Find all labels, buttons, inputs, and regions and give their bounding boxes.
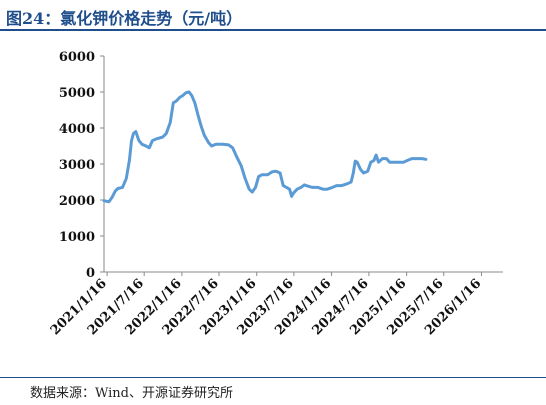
y-axis: 0 1000 2000 3000 4000 5000 6000 bbox=[59, 50, 105, 281]
chart-title: 图24：氯化钾价格走势（元/吨） bbox=[6, 9, 243, 28]
y-tick-label: 3000 bbox=[59, 158, 95, 173]
series-layer bbox=[102, 90, 428, 204]
data-source: 数据来源：Wind、开源证券研究所 bbox=[30, 386, 233, 401]
source-divider bbox=[0, 377, 546, 378]
price-series-line bbox=[102, 90, 428, 204]
y-tick-label: 0 bbox=[86, 266, 95, 281]
y-tick-label: 4000 bbox=[59, 122, 95, 137]
y-tick-label: 1000 bbox=[59, 230, 95, 245]
title-divider bbox=[0, 29, 546, 31]
y-tick-label: 2000 bbox=[59, 194, 95, 209]
y-tick-label: 6000 bbox=[59, 50, 95, 65]
x-axis: 2021/1/162021/7/162022/1/162022/7/162023… bbox=[48, 271, 503, 338]
y-tick-label: 5000 bbox=[59, 86, 95, 101]
